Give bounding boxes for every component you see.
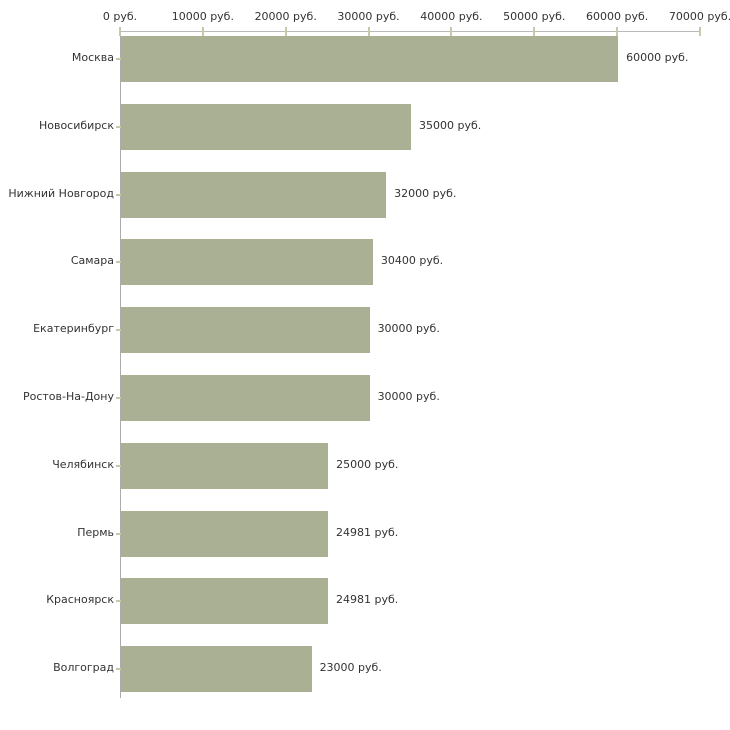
category-label: Ростов-На-Дону <box>22 390 114 403</box>
category-label: Пермь <box>77 525 114 539</box>
category-tick-mark <box>116 600 124 603</box>
category-tick-mark <box>116 261 124 264</box>
bar-7 <box>121 510 328 557</box>
category-label: Москва <box>71 51 114 64</box>
x-tick-mark <box>201 27 204 36</box>
value-label: 23000 руб. <box>319 661 382 675</box>
x-tick-mark <box>284 27 287 36</box>
value-label: 30000 руб. <box>377 322 440 336</box>
x-tick-mark <box>699 27 701 36</box>
x-tick-label: 70000 руб. <box>668 10 730 23</box>
x-tick-label: 30000 руб. <box>337 10 400 23</box>
bar-9 <box>121 646 312 693</box>
category-label: Новосибирск <box>38 118 114 132</box>
category-label: Волгоград <box>53 661 114 675</box>
value-label: 25000 руб. <box>336 457 399 471</box>
category-tick-mark <box>116 58 124 60</box>
value-label: 24981 руб. <box>335 593 399 607</box>
value-label: 32000 руб. <box>394 186 457 200</box>
category-label: Екатеринбург <box>33 322 114 336</box>
x-tick-mark <box>533 27 536 36</box>
x-tick-label: 10000 руб. <box>171 10 234 23</box>
x-tick-label: 50000 руб. <box>503 10 566 23</box>
bar-2 <box>121 171 387 218</box>
category-tick-mark <box>116 329 124 332</box>
x-axis-line <box>120 31 701 32</box>
bar-6 <box>121 442 329 489</box>
y-axis-line <box>120 27 121 698</box>
x-tick-mark <box>616 27 619 36</box>
category-label: Красноярск <box>46 593 114 607</box>
category-label: Нижний Новгород <box>8 186 114 200</box>
x-tick-mark <box>450 27 453 36</box>
value-label: 30000 руб. <box>377 390 440 403</box>
bar-8 <box>121 578 328 625</box>
category-tick-mark <box>116 464 124 467</box>
value-label: 35000 руб. <box>419 118 482 132</box>
category-tick-mark <box>116 193 124 196</box>
bar-5 <box>121 375 370 421</box>
bar-4 <box>121 307 370 354</box>
bar-1 <box>121 103 411 150</box>
category-tick-mark <box>116 125 124 128</box>
x-tick-label: 20000 руб. <box>254 10 317 23</box>
bar-0 <box>121 36 619 82</box>
x-tick-label: 60000 руб. <box>586 10 649 23</box>
category-label: Челябинск <box>52 457 114 471</box>
value-label: 60000 руб. <box>626 51 689 64</box>
x-tick-mark <box>367 27 370 36</box>
category-tick-mark <box>116 668 124 671</box>
bar-3 <box>121 239 373 286</box>
value-label: 30400 руб. <box>380 254 444 268</box>
x-tick-label: 40000 руб. <box>420 10 483 23</box>
category-tick-mark <box>116 532 124 535</box>
x-tick-label: 0 руб. <box>102 10 138 23</box>
value-label: 24981 руб. <box>335 525 399 539</box>
x-tick-mark <box>119 27 121 36</box>
category-label: Самара <box>70 254 114 268</box>
category-tick-mark <box>116 397 124 399</box>
